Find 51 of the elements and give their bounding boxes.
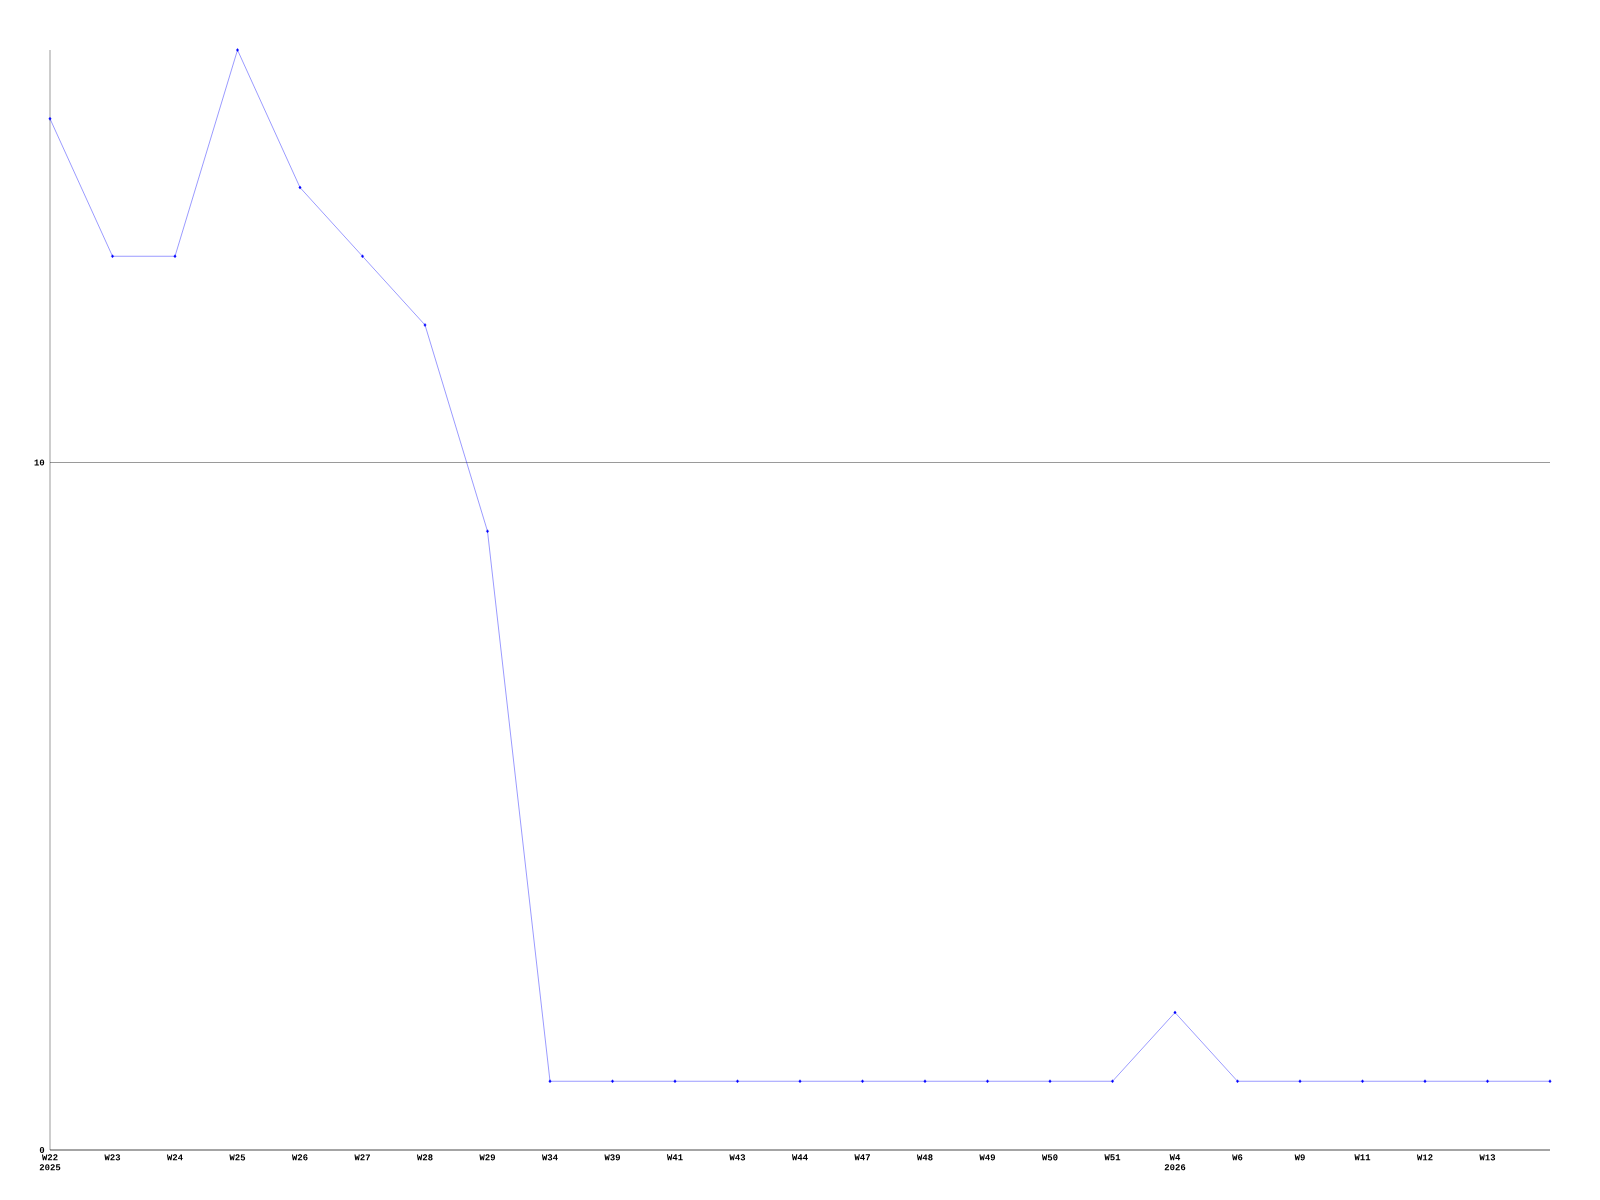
x-tick-label: W39 [604, 1154, 621, 1161]
point [986, 1079, 989, 1084]
x-tick-label: W50 [1041, 1154, 1058, 1161]
point [1298, 1079, 1302, 1084]
point [1173, 1010, 1177, 1015]
point [236, 48, 239, 52]
point [1236, 1079, 1239, 1084]
x-tick-label: W13 [1479, 1154, 1496, 1161]
point [423, 323, 427, 327]
x-tick-label: W49 [979, 1154, 996, 1161]
x-tick-label: W9 [1294, 1154, 1305, 1161]
x-tick-label: W11 [1354, 1154, 1371, 1161]
point [673, 1079, 677, 1084]
point [611, 1079, 614, 1084]
x-tick-label: W44 [791, 1154, 808, 1161]
point [298, 185, 302, 190]
point [486, 529, 489, 534]
point [111, 254, 114, 259]
x-tick-label: W4 2026 [1164, 1154, 1186, 1171]
x-tick-label: W51 [1104, 1154, 1121, 1161]
x-tick-label: W22 2025 [39, 1154, 61, 1171]
point [861, 1079, 864, 1084]
point [1486, 1079, 1489, 1084]
point [1548, 1079, 1552, 1084]
point [1111, 1079, 1114, 1084]
point [923, 1079, 927, 1084]
x-tick-label: W29 [479, 1154, 496, 1161]
x-tick-label: W25 [229, 1154, 246, 1161]
x-tick-label: W34 [541, 1154, 558, 1161]
point [1361, 1079, 1364, 1084]
point [1423, 1079, 1427, 1084]
x-tick-label: W26 [291, 1154, 308, 1161]
point [48, 116, 52, 121]
point [798, 1079, 802, 1084]
x-tick-label: W43 [729, 1154, 746, 1161]
point [736, 1079, 739, 1084]
point [173, 254, 177, 259]
x-tick-label: W48 [916, 1154, 933, 1161]
point [548, 1079, 552, 1084]
x-tick-label: W27 [354, 1154, 370, 1161]
y-tick-label: 10 [34, 459, 45, 466]
x-tick-label: W24 [166, 1154, 183, 1161]
x-tick-label: W23 [104, 1154, 121, 1161]
point [1048, 1079, 1052, 1084]
x-tick-label: W12 [1416, 1154, 1433, 1161]
point [361, 254, 364, 259]
x-tick-label: W47 [854, 1154, 870, 1161]
x-tick-label: W41 [666, 1154, 683, 1161]
y-tick-label: 0 [39, 1146, 45, 1154]
x-tick-label: W6 [1232, 1154, 1243, 1161]
x-tick-label: W28 [416, 1154, 433, 1161]
